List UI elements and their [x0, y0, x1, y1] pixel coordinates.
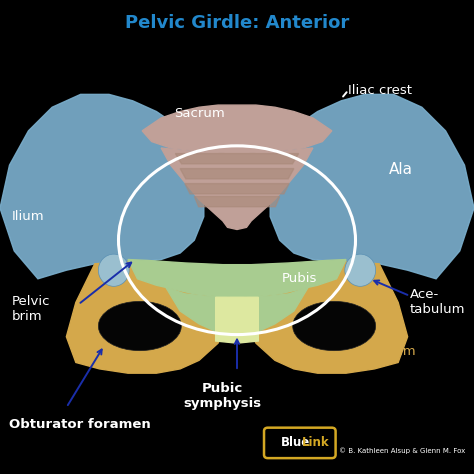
Ellipse shape — [345, 254, 375, 286]
Ellipse shape — [98, 254, 129, 286]
Text: Ilium: Ilium — [12, 210, 45, 223]
Polygon shape — [161, 148, 313, 229]
Polygon shape — [180, 169, 294, 179]
Polygon shape — [66, 262, 228, 373]
Text: Ischium: Ischium — [365, 345, 417, 358]
Text: Sacrum: Sacrum — [173, 107, 225, 120]
Polygon shape — [0, 94, 204, 279]
Text: Link: Link — [302, 436, 329, 449]
Ellipse shape — [98, 301, 181, 351]
FancyBboxPatch shape — [264, 428, 336, 458]
Polygon shape — [185, 183, 289, 194]
Ellipse shape — [292, 301, 375, 351]
Polygon shape — [128, 260, 346, 297]
Text: Ala: Ala — [389, 162, 412, 177]
Text: Ace-
tabulum: Ace- tabulum — [410, 288, 465, 317]
Polygon shape — [142, 105, 332, 153]
Text: © B. Kathleen Alsup & Glenn M. Fox: © B. Kathleen Alsup & Glenn M. Fox — [339, 447, 465, 454]
Text: Pubis: Pubis — [282, 273, 318, 285]
Text: Obturator foramen: Obturator foramen — [9, 418, 151, 431]
Polygon shape — [270, 94, 474, 279]
Text: Iliac crest: Iliac crest — [348, 83, 412, 97]
Polygon shape — [175, 154, 299, 164]
Text: Pubic
symphysis: Pubic symphysis — [184, 382, 262, 410]
Text: Blue: Blue — [281, 436, 310, 449]
Polygon shape — [166, 287, 308, 336]
Text: Pelvic
brim: Pelvic brim — [12, 295, 50, 323]
Text: Pelvic Girdle: Anterior: Pelvic Girdle: Anterior — [125, 14, 349, 31]
Polygon shape — [216, 297, 258, 343]
Polygon shape — [246, 262, 408, 373]
Polygon shape — [194, 196, 280, 207]
